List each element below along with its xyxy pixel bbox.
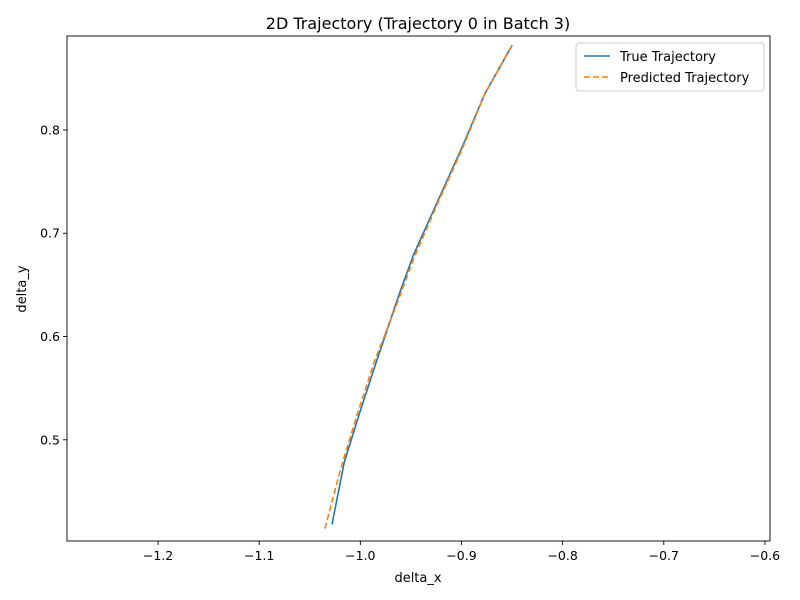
predicted-trajectory-line	[324, 44, 513, 529]
legend-predicted-label: Predicted Trajectory	[620, 71, 750, 86]
legend: True Trajectory Predicted Trajectory	[575, 42, 765, 92]
x-axis-ticks: −1.2 −1.1 −1.0 −0.9 −0.8 −0.7 −0.6	[143, 541, 780, 563]
y-tick-label: 0.6	[40, 329, 60, 344]
x-tick-label: −1.0	[345, 548, 375, 563]
legend-true-label: True Trajectory	[619, 50, 716, 65]
plot-area	[66, 35, 771, 542]
y-axis-label: delta_y	[15, 265, 30, 312]
y-axis-ticks: 0.5 0.6 0.7 0.8	[40, 122, 67, 447]
x-tick-label: −0.9	[446, 548, 476, 563]
y-tick-label: 0.5	[40, 432, 60, 447]
series-layer	[324, 44, 513, 529]
x-axis-label: delta_x	[394, 571, 441, 586]
x-tick-label: −0.6	[750, 548, 780, 563]
y-tick-label: 0.8	[40, 122, 60, 137]
plot-frame	[66, 35, 771, 542]
x-tick-label: −0.8	[547, 548, 577, 563]
chart-title: 2D Trajectory (Trajectory 0 in Batch 3)	[266, 14, 570, 33]
legend-box	[575, 42, 765, 92]
y-tick-label: 0.7	[40, 226, 60, 241]
x-tick-label: −1.2	[143, 548, 173, 563]
x-tick-label: −0.7	[649, 548, 679, 563]
x-tick-label: −1.1	[244, 548, 274, 563]
